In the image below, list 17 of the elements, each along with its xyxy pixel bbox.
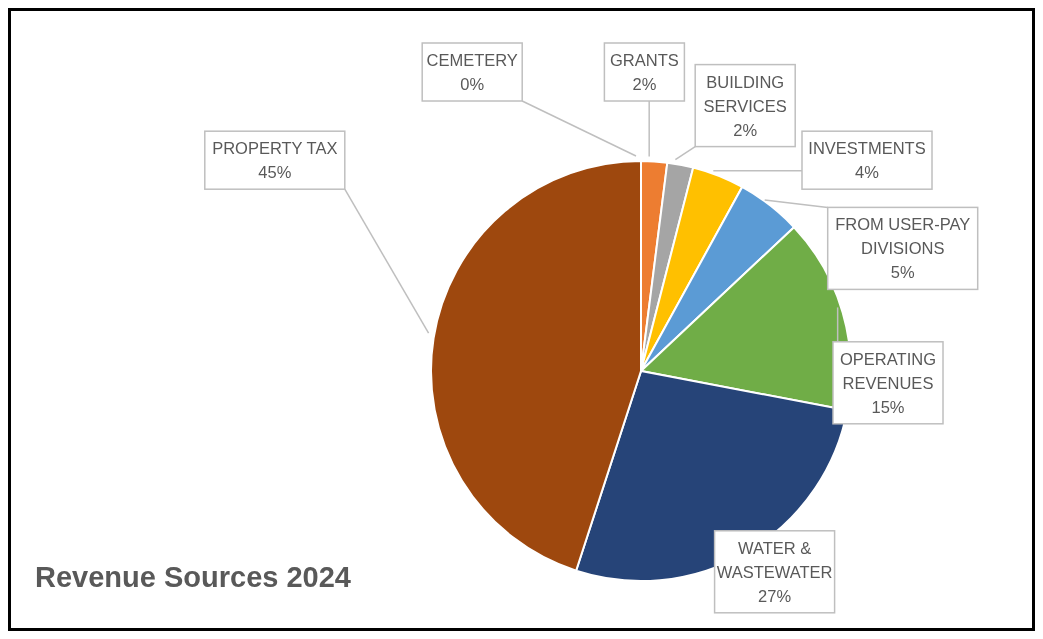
data-label: 27% — [758, 586, 792, 605]
slice-label: GRANTS — [610, 51, 679, 69]
text: Revenue Sources 2024 — [35, 561, 351, 594]
category-label: CEMETERY — [426, 51, 518, 69]
slice-label: BUILDING SERVICES — [703, 72, 787, 115]
data-label: 15% — [871, 397, 905, 416]
data-label: 2% — [632, 75, 657, 93]
data-label: 2% — [733, 120, 758, 139]
slice-label: INVESTMENTS — [808, 139, 926, 158]
text: 0% — [460, 75, 485, 93]
slice-label: PROPERTY TAX — [212, 139, 338, 158]
data-label: 5% — [890, 263, 915, 282]
slice-label: OPERATING REVENUES — [840, 349, 936, 392]
slice-label: FROM USER-PAY DIVISIONS — [835, 215, 971, 258]
slice-label: WATER & WASTEWATER — [716, 538, 833, 581]
data-label: 45% — [258, 163, 292, 182]
data-label: 4% — [855, 163, 880, 182]
